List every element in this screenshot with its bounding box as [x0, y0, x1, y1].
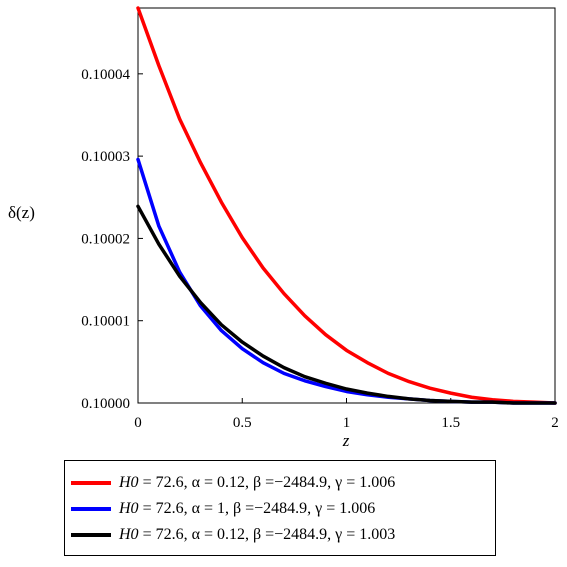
- series-line-2: [136, 157, 557, 405]
- x-tick-label: 1: [343, 415, 351, 431]
- y-axis-label-text: δ(z): [8, 203, 35, 222]
- x-axis-label-text: z: [342, 431, 350, 450]
- y-axis: 0.10000 0.10001 0.10002 0.10003 0.10004: [81, 67, 143, 412]
- y-tick-label: 0.10002: [81, 231, 130, 247]
- x-axis-label: z: [342, 431, 350, 450]
- y-tick-label: 0.10003: [81, 149, 130, 165]
- x-tick-label: 1.5: [441, 415, 460, 431]
- legend-text: H0 = 72.6, α = 1, β =−2484.9, γ = 1.006: [119, 500, 376, 517]
- y-axis-label: δ(z): [8, 203, 35, 222]
- series-group: [136, 6, 557, 405]
- x-tick-label: 0.5: [233, 415, 252, 431]
- y-tick-label: 0.10004: [81, 67, 130, 83]
- x-tick-label: 0: [134, 415, 142, 431]
- legend-item: H0 = 72.6, α = 0.12, β =−2484.9, γ = 1.0…: [71, 521, 395, 549]
- legend-item: H0 = 72.6, α = 0.12, β =−2484.9, γ = 1.0…: [71, 469, 395, 497]
- legend-text: H0 = 72.6, α = 0.12, β =−2484.9, γ = 1.0…: [119, 474, 396, 491]
- legend-text: H0 = 72.6, α = 0.12, β =−2484.9, γ = 1.0…: [119, 526, 396, 543]
- series-line-3: [136, 204, 557, 405]
- y-tick-label: 0.10000: [81, 396, 130, 412]
- legend-swatch-red: [71, 481, 111, 485]
- y-tick-label: 0.10001: [81, 314, 130, 330]
- legend-swatch-blue: [71, 507, 111, 511]
- legend-swatch-black: [71, 533, 111, 537]
- legend: H0 = 72.6, α = 0.12, β =−2484.9, γ = 1.0…: [64, 460, 496, 556]
- legend-item: H0 = 72.6, α = 1, β =−2484.9, γ = 1.006: [71, 495, 375, 523]
- plot-frame: [137, 7, 556, 404]
- series-line-1: [136, 6, 557, 405]
- x-tick-label: 2: [551, 415, 559, 431]
